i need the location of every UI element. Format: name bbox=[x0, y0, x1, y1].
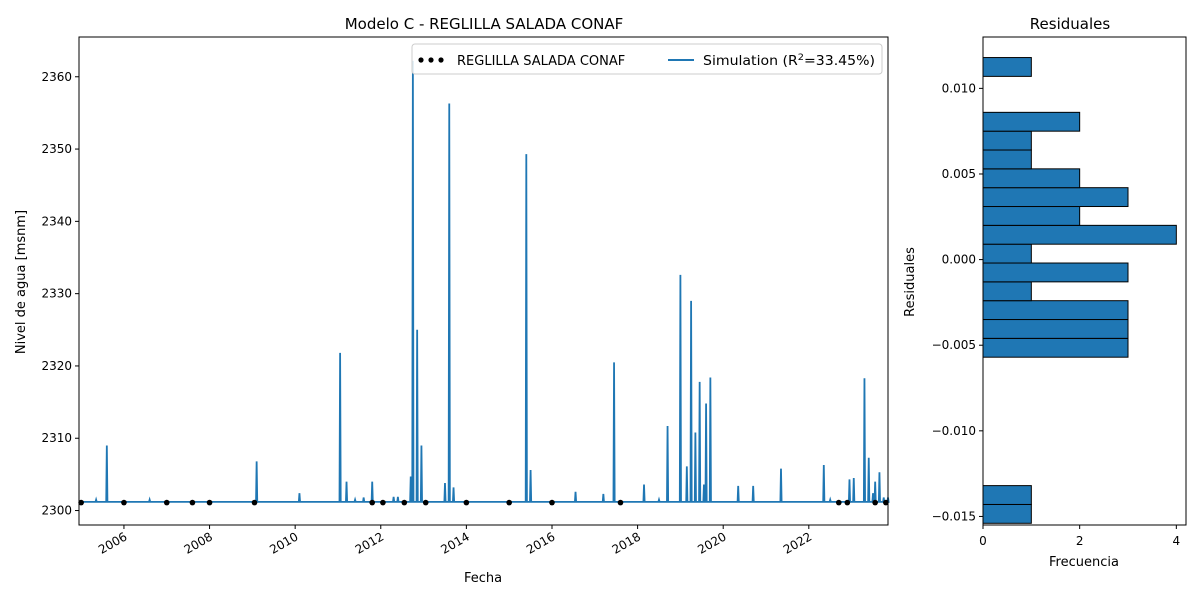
histogram-bar bbox=[982, 503, 1032, 524]
y-tick-label: 2350 bbox=[41, 142, 72, 156]
legend: REGLILLA SALADA CONAF Simulation (R 2=33.… bbox=[411, 43, 883, 75]
x-tick-label: 2008 bbox=[182, 529, 215, 556]
histogram-axes-frame bbox=[982, 36, 1187, 526]
histogram-bar bbox=[982, 206, 1081, 226]
histogram-bar bbox=[982, 149, 1032, 170]
x-tick-label: 2022 bbox=[781, 529, 814, 556]
observed-point bbox=[121, 499, 127, 506]
x-tick-label: 2012 bbox=[353, 529, 386, 556]
histogram-y-axis-label: Residuales bbox=[903, 247, 918, 317]
simulation-line bbox=[79, 60, 890, 503]
y-tick-label: 2320 bbox=[41, 359, 72, 373]
histogram-bar bbox=[982, 111, 1081, 132]
observed-point bbox=[163, 499, 170, 506]
histogram-y-tick-label: −0.010 bbox=[932, 424, 976, 438]
y-axis-label: Nivel de agua [msnm] bbox=[14, 210, 29, 354]
y-tick-label: 2300 bbox=[41, 504, 72, 518]
observed-point bbox=[617, 499, 624, 506]
y-tick-label: 2340 bbox=[41, 214, 72, 228]
observed-point bbox=[463, 499, 470, 506]
histogram-x-tick-label: 4 bbox=[1173, 534, 1181, 548]
legend-marker-observed bbox=[418, 57, 424, 63]
observed-point bbox=[380, 499, 386, 506]
legend-label-observed: REGLILLA SALADA CONAF bbox=[457, 54, 625, 69]
legend-marker-observed bbox=[428, 57, 434, 63]
time-series-plot-area bbox=[78, 60, 890, 506]
time-series-panel: Modelo C - REGLILLA SALADA CONAF 2006 200… bbox=[14, 15, 890, 586]
time-series-axes-frame bbox=[78, 36, 889, 526]
observed-point bbox=[844, 499, 851, 506]
observed-point bbox=[206, 499, 213, 506]
histogram-bar bbox=[982, 130, 1032, 151]
histogram-bars bbox=[982, 57, 1177, 524]
histogram-x-ticks: 0 2 4 bbox=[979, 525, 1180, 548]
histogram-bar bbox=[982, 337, 1129, 358]
histogram-bar bbox=[982, 243, 1032, 264]
x-tick-label: 2018 bbox=[610, 529, 643, 556]
histogram-x-tick-label: 0 bbox=[979, 534, 987, 548]
histogram-bar bbox=[982, 224, 1177, 245]
x-tick-label: 2020 bbox=[695, 529, 728, 556]
x-tick-label: 2016 bbox=[524, 529, 557, 556]
observed-point bbox=[369, 499, 376, 506]
histogram-bar bbox=[982, 187, 1129, 208]
histogram-y-tick-label: 0.000 bbox=[942, 253, 976, 267]
y-tick-label: 2360 bbox=[41, 70, 72, 84]
histogram-bar bbox=[982, 485, 1032, 505]
histogram-x-axis-label: Frecuencia bbox=[1049, 555, 1119, 570]
x-axis-label: Fecha bbox=[464, 571, 502, 586]
chart-title: Modelo C - REGLILLA SALADA CONAF bbox=[345, 15, 624, 33]
histogram-y-tick-label: 0.010 bbox=[942, 81, 976, 95]
histogram-y-ticks: −0.015 −0.010 −0.005 0.000 0.005 0.010 bbox=[932, 81, 983, 523]
x-axis-ticks: 2006 2008 2010 2012 2014 2016 2018 2020 2022 bbox=[96, 525, 814, 557]
histogram-bar bbox=[982, 281, 1032, 302]
observed-point bbox=[549, 499, 555, 506]
observed-point bbox=[78, 499, 84, 506]
y-tick-label: 2330 bbox=[41, 287, 72, 301]
x-tick-label: 2014 bbox=[438, 529, 471, 556]
legend-box bbox=[411, 43, 883, 75]
histogram-title: Residuales bbox=[1030, 15, 1111, 33]
observed-point bbox=[251, 499, 258, 506]
histogram-bar bbox=[982, 57, 1032, 77]
histogram-y-tick-label: −0.015 bbox=[932, 509, 976, 523]
histogram-x-tick-label: 2 bbox=[1076, 534, 1084, 548]
histogram-bar bbox=[982, 300, 1129, 321]
observed-point bbox=[401, 499, 408, 506]
observed-point bbox=[883, 499, 889, 506]
x-tick-label: 2006 bbox=[96, 529, 129, 556]
legend-label-simulation: Simulation (R 2=33.45%) bbox=[703, 53, 875, 69]
observed-point bbox=[872, 499, 878, 506]
legend-marker-observed bbox=[438, 57, 444, 63]
y-tick-label: 2310 bbox=[41, 431, 72, 445]
observed-point bbox=[506, 499, 512, 506]
histogram-y-tick-label: 0.005 bbox=[942, 167, 976, 181]
observed-point bbox=[835, 499, 842, 506]
observed-point bbox=[422, 499, 429, 506]
y-axis-ticks: 2300 2310 2320 2330 2340 2350 2360 bbox=[41, 70, 79, 518]
histogram-bar bbox=[982, 262, 1129, 283]
histogram-bar bbox=[982, 319, 1129, 339]
observed-point bbox=[189, 499, 196, 506]
x-tick-label: 2010 bbox=[267, 529, 300, 556]
histogram-y-tick-label: −0.005 bbox=[932, 338, 976, 352]
residuals-panel: Residuales 0 2 4 −0.015 −0.010 −0.005 0.000 0.… bbox=[903, 15, 1187, 570]
histogram-bar bbox=[982, 168, 1081, 189]
